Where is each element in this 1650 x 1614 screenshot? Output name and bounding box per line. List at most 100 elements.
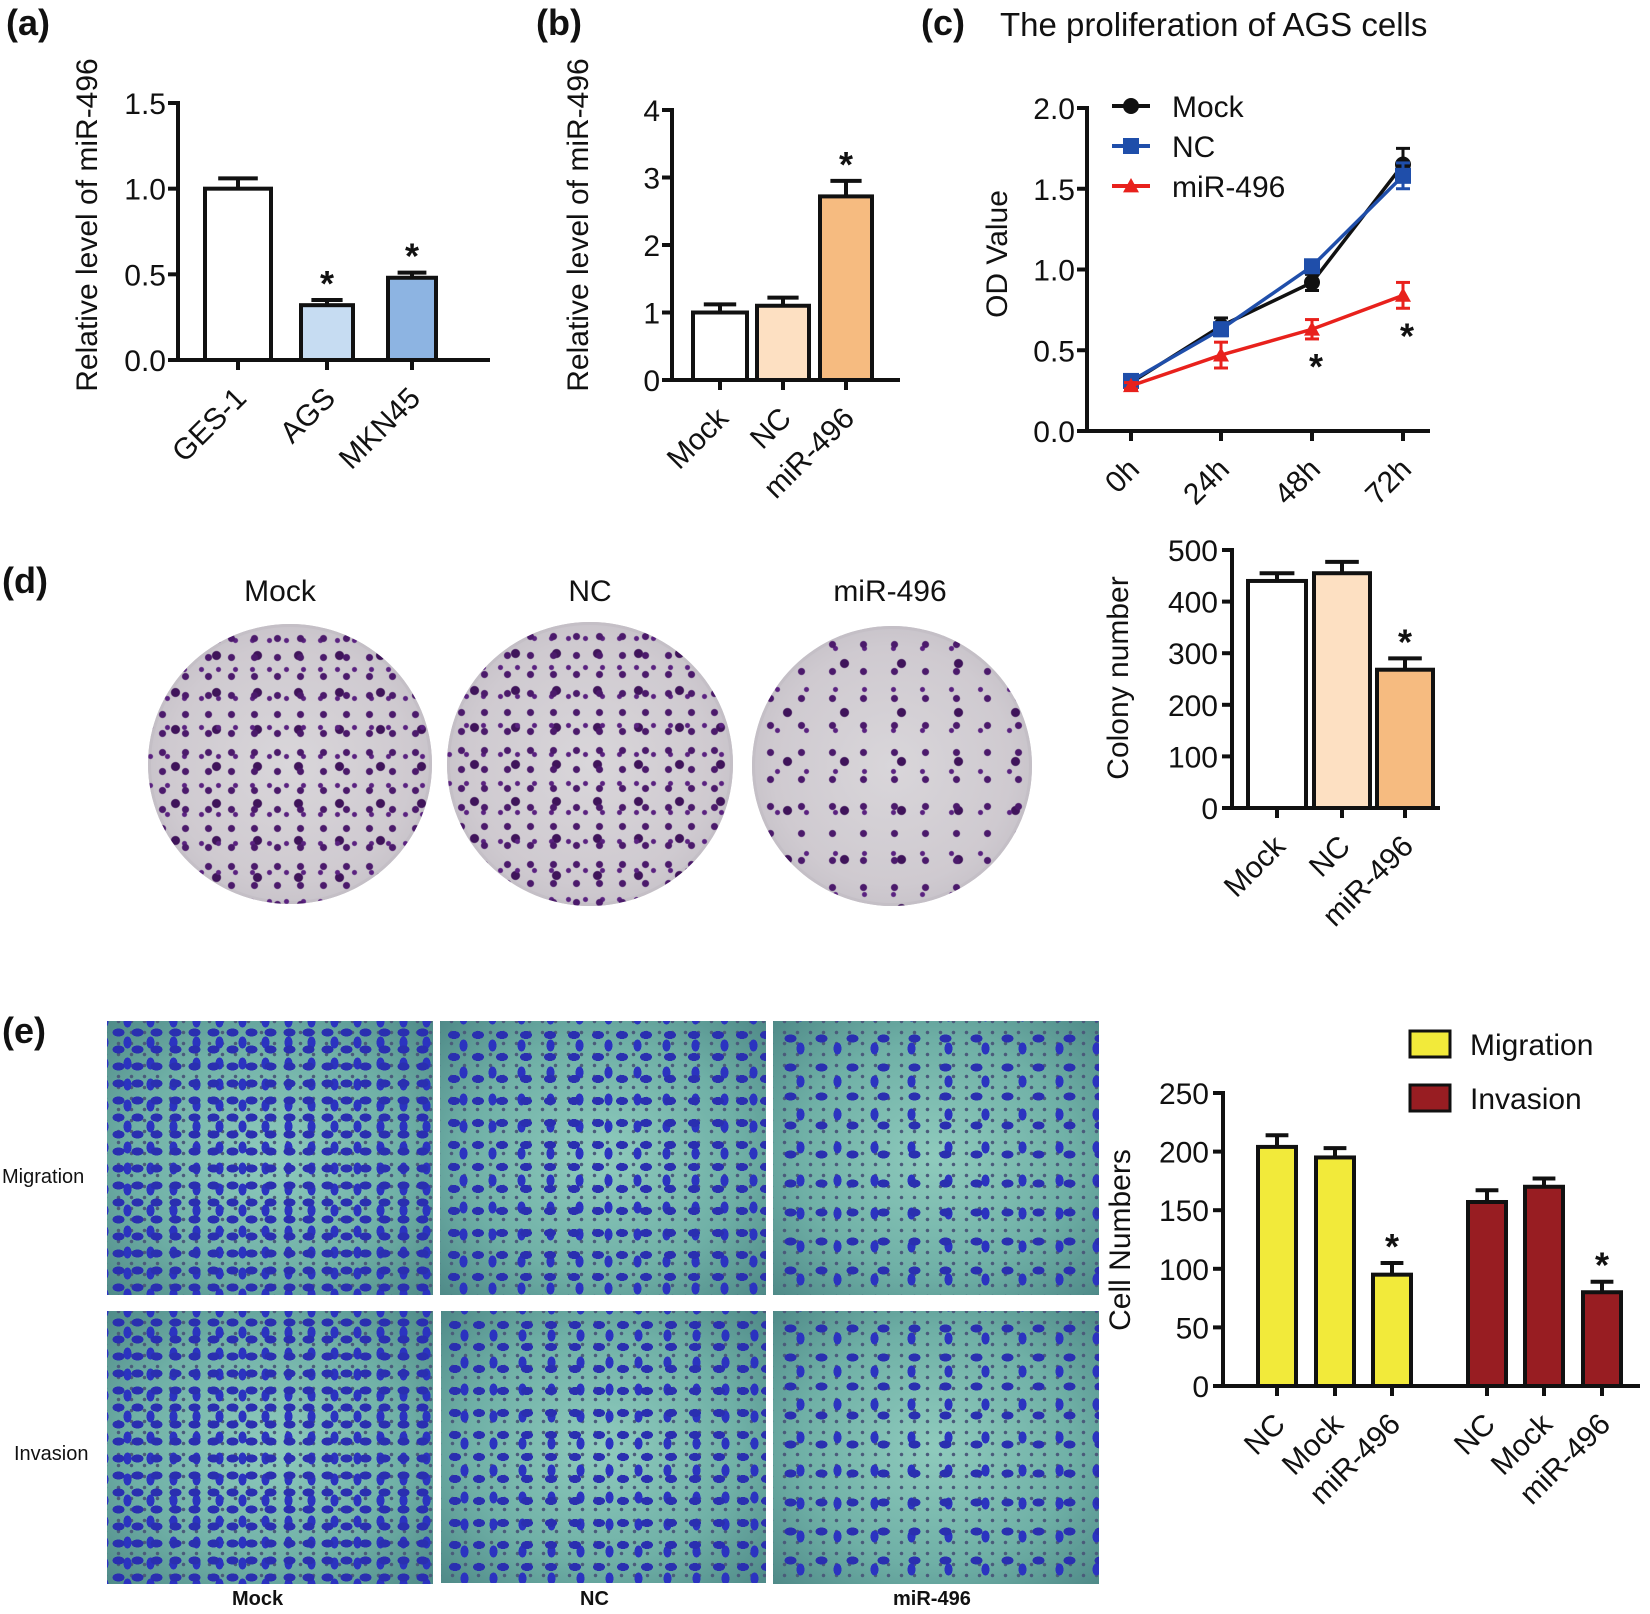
bar xyxy=(1375,667,1435,810)
y-tick-label: 200 xyxy=(1159,1137,1209,1170)
x-tick-label: AGS xyxy=(274,382,342,450)
column-label-mock: Mock xyxy=(232,1588,284,1610)
x-tick-label: 72h xyxy=(1359,453,1418,512)
bar xyxy=(1312,571,1372,810)
y-tick-label: 0 xyxy=(1192,1371,1209,1404)
y-tick-label: 150 xyxy=(1159,1195,1209,1228)
y-axis-title: Colony number xyxy=(1102,576,1135,779)
y-tick-label: 400 xyxy=(1168,587,1218,620)
micrograph-migration-mir496 xyxy=(773,1021,1099,1295)
y-tick-label: 1.5 xyxy=(1033,174,1075,207)
chart-c: 0.0 0.5 1.0 1.5 2.0 OD Value 0h 24h 48h 72h * * Mock… xyxy=(981,91,1430,511)
y-tick-label: 50 xyxy=(1176,1312,1209,1345)
y-tick-label: 2 xyxy=(643,230,660,263)
colony-photo-label-mock: Mock xyxy=(244,575,316,608)
column-label-mir496: miR-496 xyxy=(893,1588,971,1610)
square-marker xyxy=(1123,138,1139,154)
x-tick-label: NC xyxy=(744,402,798,456)
series-line-nc xyxy=(1130,174,1405,383)
bar xyxy=(691,310,749,382)
panel-b-label: (b) xyxy=(536,2,582,43)
significance-star: * xyxy=(1400,315,1414,356)
colony-photo-label-mir496: miR-496 xyxy=(833,575,947,608)
bar xyxy=(818,194,874,382)
y-tick-label: 100 xyxy=(1159,1254,1209,1287)
y-tick-label: 1 xyxy=(643,298,660,331)
series-line-mir-496 xyxy=(1130,293,1404,388)
micrograph-invasion-mir496 xyxy=(773,1311,1099,1584)
y-tick-label: 0.5 xyxy=(124,259,166,292)
y-tick-label: 500 xyxy=(1168,535,1218,568)
panel-c-title: The proliferation of AGS cells xyxy=(1000,6,1428,43)
bar xyxy=(299,303,355,363)
x-tick-label: Mock xyxy=(661,401,736,476)
x-tick-label: 0h xyxy=(1099,453,1146,500)
x-tick-label: NC xyxy=(1303,830,1357,884)
triangle-marker xyxy=(1395,287,1411,302)
column-label-nc: NC xyxy=(580,1588,609,1610)
y-tick-label: 0 xyxy=(1201,793,1218,826)
x-tick-label: 24h xyxy=(1177,453,1236,512)
legend-swatch-migration xyxy=(1408,1029,1452,1059)
circle-marker xyxy=(1304,274,1320,291)
micrograph-invasion-mock xyxy=(107,1311,433,1584)
significance-star: * xyxy=(1398,621,1412,662)
significance-star: * xyxy=(1595,1245,1609,1286)
square-marker xyxy=(1213,321,1229,338)
square-marker xyxy=(1304,258,1320,275)
y-tick-label: 1.0 xyxy=(1033,255,1075,288)
micrograph-invasion-nc xyxy=(441,1311,766,1583)
bar xyxy=(755,303,811,382)
bar xyxy=(386,275,438,363)
panel-e-label: (e) xyxy=(2,1010,46,1051)
panel-a-label: (a) xyxy=(6,2,50,43)
y-tick-label: 1.0 xyxy=(124,174,166,207)
legend-label: Migration xyxy=(1470,1029,1593,1062)
legend-label: miR-496 xyxy=(1172,171,1285,204)
y-tick-label: 0.5 xyxy=(1033,335,1075,368)
bar xyxy=(203,186,273,362)
y-tick-label: 0 xyxy=(643,365,660,398)
y-tick-label: 100 xyxy=(1168,741,1218,774)
triangle-marker xyxy=(1123,178,1139,193)
row-label-migration: Migration xyxy=(2,1166,85,1188)
y-tick-label: 3 xyxy=(643,163,660,196)
triangle-marker xyxy=(1213,347,1229,362)
bar xyxy=(1523,1184,1565,1389)
x-tick-label: 48h xyxy=(1268,453,1327,512)
row-label-invasion: Invasion xyxy=(14,1443,89,1465)
y-tick-label: 4 xyxy=(643,95,660,128)
bar xyxy=(1581,1290,1623,1388)
y-tick-label: 300 xyxy=(1168,638,1218,671)
colony-dish-nc xyxy=(447,622,733,906)
significance-star: * xyxy=(839,144,853,185)
y-tick-label: 250 xyxy=(1159,1078,1209,1111)
y-tick-label: 0.0 xyxy=(1033,416,1075,449)
x-tick-label: MKN45 xyxy=(333,382,427,476)
square-marker xyxy=(1395,167,1411,184)
bar xyxy=(1314,1155,1356,1388)
y-axis-title: OD Value xyxy=(981,190,1014,318)
x-tick-label: GES-1 xyxy=(166,382,253,469)
legend-label: Invasion xyxy=(1470,1083,1582,1116)
colony-dish-mir496 xyxy=(752,626,1032,906)
y-tick-label: 2.0 xyxy=(1033,93,1075,126)
bar xyxy=(1256,1144,1298,1388)
panel-d-label: (d) xyxy=(2,560,48,601)
legend-label: NC xyxy=(1172,131,1215,164)
x-tick-label: Mock xyxy=(1218,829,1293,904)
circle-marker xyxy=(1123,98,1139,114)
y-axis-title: Relative level of miR-496 xyxy=(71,58,104,391)
bar xyxy=(1466,1199,1508,1388)
significance-star: * xyxy=(320,263,334,304)
bar xyxy=(1371,1272,1413,1389)
panel-c-label: (c) xyxy=(921,2,965,43)
y-tick-label: 1.5 xyxy=(124,88,166,121)
legend-swatch-invasion xyxy=(1408,1083,1452,1113)
y-axis-title: Cell Numbers xyxy=(1104,1149,1137,1331)
triangle-marker xyxy=(1304,321,1320,336)
triangle-marker xyxy=(1123,377,1139,393)
